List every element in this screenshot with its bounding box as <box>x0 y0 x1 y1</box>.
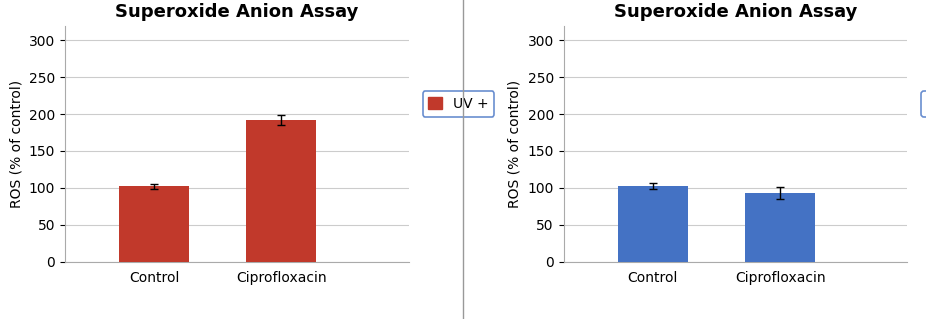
Bar <box>246 120 317 262</box>
Legend: UV +: UV + <box>422 92 494 116</box>
Bar <box>745 193 815 262</box>
Bar <box>618 186 688 262</box>
Bar <box>119 186 189 262</box>
Title: Superoxide Anion Assay: Superoxide Anion Assay <box>115 3 358 21</box>
Title: Superoxide Anion Assay: Superoxide Anion Assay <box>614 3 857 21</box>
Y-axis label: ROS (% of control): ROS (% of control) <box>9 79 23 208</box>
Legend: UV -: UV - <box>921 92 926 116</box>
Y-axis label: ROS (% of control): ROS (% of control) <box>507 79 522 208</box>
